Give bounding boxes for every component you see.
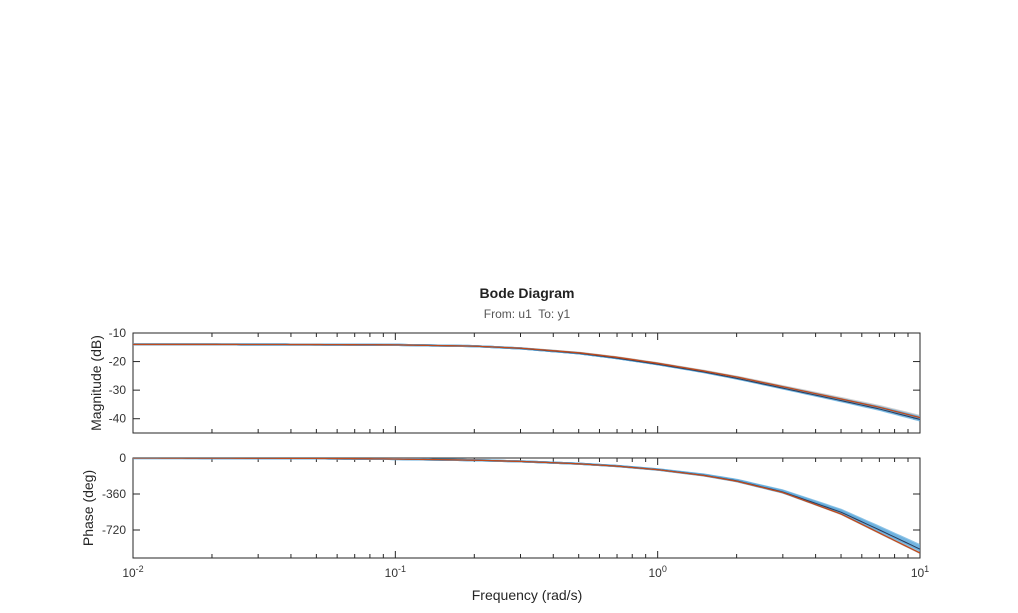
chart-title: Bode Diagram (480, 285, 575, 301)
chart-subtitle: From: u1 To: y1 (484, 307, 571, 321)
magnitude-model-line (133, 343, 920, 419)
phase-axes-frame (132, 457, 921, 559)
x-tick-labels: 10-2 10-1 100 101 (122, 564, 929, 580)
phase-ytick-label: 0 (119, 451, 126, 465)
magnitude-ytick-label: -10 (109, 326, 127, 340)
magnitude-ytick-label: -20 (109, 355, 127, 369)
phase-model-line (133, 458, 920, 554)
phase-curves (133, 458, 920, 554)
x-tick-label: 101 (911, 564, 929, 580)
magnitude-ytick-label: -40 (109, 412, 127, 426)
magnitude-axes: Magnitude (dB) -10 -20 -30 -40 (88, 326, 921, 434)
magnitude-ytick-label: -30 (109, 383, 127, 397)
phase-ytick-label: -720 (102, 523, 126, 537)
phase-ytick-label: -360 (102, 487, 126, 501)
x-tick-label: 10-2 (122, 564, 143, 580)
phase-ylabel: Phase (deg) (80, 470, 96, 546)
x-tick-label: 10-1 (385, 564, 406, 580)
x-tick-label: 100 (648, 564, 666, 580)
magnitude-curves (133, 343, 920, 422)
magnitude-ylabel: Magnitude (dB) (88, 335, 104, 431)
phase-axes: Phase (deg) 0 -360 -720 (80, 451, 921, 559)
x-axis-label: Frequency (rad/s) (472, 587, 582, 603)
